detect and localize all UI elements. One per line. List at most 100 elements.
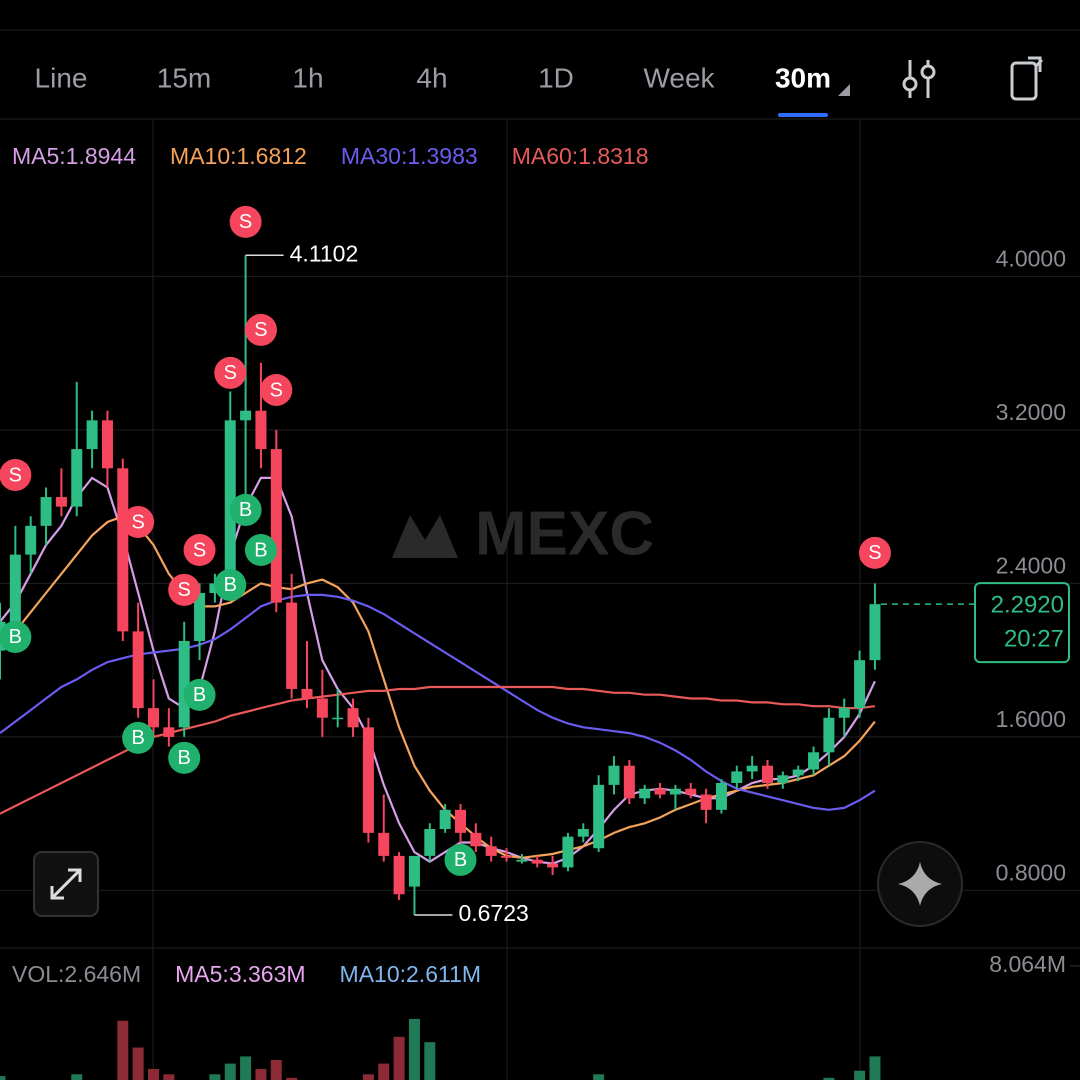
candle-body	[301, 688, 313, 699]
watermark-text: MEXC	[475, 499, 654, 568]
candle-body	[501, 855, 513, 858]
volume-bar	[255, 1068, 267, 1080]
trade-signal	[122, 506, 155, 539]
volume-legend: VOL:2.646M	[12, 961, 141, 987]
trade-signal-label: S	[868, 542, 881, 564]
trade-signal-label: S	[131, 511, 144, 533]
volume-bar	[163, 1074, 175, 1080]
volume-bar	[117, 1020, 129, 1080]
ma-line	[0, 593, 876, 811]
trade-signal-label: S	[9, 464, 22, 486]
candle-body	[823, 717, 835, 753]
last-price-box	[974, 582, 1070, 664]
trade-signal-label: B	[224, 574, 237, 596]
candle-body	[685, 788, 697, 795]
trade-signal-label: S	[254, 319, 267, 341]
candle-body	[71, 449, 83, 507]
timeframe-tab[interactable]: 1D	[538, 62, 574, 93]
trade-signal	[244, 313, 277, 346]
legend-entry: MA60:1.8318	[512, 143, 649, 169]
chart-area: 4.0000 3.2000 2.4000 1.6000 0.8000 MA5:1.8944…	[0, 143, 1080, 1080]
candle-body	[777, 775, 789, 783]
timeframe-tab[interactable]: Line	[35, 62, 88, 93]
legend-entry: MA10:1.6812	[170, 143, 307, 169]
trade-signal	[229, 493, 262, 526]
y-tick-label: 2.4000	[996, 552, 1066, 578]
volume-bar	[270, 1060, 282, 1080]
timeframe-tab[interactable]: 4h	[416, 62, 447, 93]
trade-signal-label: S	[193, 539, 206, 561]
volume-bar	[393, 1036, 405, 1080]
candle-body	[654, 788, 666, 795]
candle-body	[9, 554, 21, 622]
candle-body	[25, 525, 37, 555]
ai-button[interactable]	[877, 841, 963, 927]
volume-bar	[424, 1042, 436, 1080]
trade-signal-label: S	[239, 211, 252, 233]
volume-bar	[286, 1077, 298, 1080]
candle-body	[746, 765, 758, 772]
candle-body	[424, 829, 436, 856]
candle-body	[378, 832, 390, 856]
candle-body	[163, 727, 175, 737]
candle-body	[455, 809, 466, 833]
indicator-settings-icon[interactable]	[902, 60, 936, 98]
candle-body	[439, 809, 451, 830]
candle-body	[669, 788, 681, 795]
timeframe-tab[interactable]: 15m	[157, 62, 211, 93]
legend-entry: MA30:1.3983	[341, 143, 478, 169]
volume-bar	[209, 1074, 221, 1080]
trade-signal	[214, 356, 247, 389]
volume-legend: MA10:2.611M	[340, 961, 481, 987]
trade-signal	[229, 205, 262, 238]
timeframe-tab[interactable]: Week	[643, 62, 715, 93]
candle-body	[838, 708, 850, 718]
trade-signal	[183, 534, 216, 567]
last-price-label: 2.2920	[991, 591, 1064, 618]
candle-body	[547, 863, 559, 868]
volume-bar	[71, 1074, 83, 1080]
fullscreen-button[interactable]	[33, 851, 99, 917]
volume-legend: MA5:3.363M	[175, 961, 305, 987]
trade-signal-label: B	[454, 849, 467, 871]
timeframe-tab[interactable]: 1h	[292, 62, 323, 93]
dropdown-arrow[interactable]	[838, 84, 850, 96]
trade-signal-label: B	[9, 626, 22, 648]
trade-signal-label: B	[131, 727, 144, 749]
candle-body	[224, 420, 236, 584]
candle-body	[270, 449, 282, 603]
volume-bar	[408, 1018, 420, 1080]
volume-bar	[869, 1056, 881, 1080]
candle-body	[516, 859, 528, 862]
candle-body	[148, 708, 159, 728]
candle-body	[593, 784, 605, 849]
volume-bar	[148, 1068, 159, 1080]
candle-body	[577, 829, 589, 837]
trade-signal-label: B	[178, 747, 191, 769]
candle-body	[808, 752, 820, 770]
trade-signal	[858, 536, 891, 569]
trade-signal	[183, 678, 216, 711]
rotate-screen-icon[interactable]	[1010, 56, 1044, 101]
candle-body	[132, 631, 144, 709]
volume-bar	[823, 1077, 835, 1080]
volume-bar	[854, 1070, 866, 1080]
y-tick-label: 4.0000	[996, 245, 1066, 271]
candle-body	[485, 846, 497, 856]
trade-signal	[122, 721, 155, 754]
candle-body	[639, 788, 651, 799]
volume-bar	[0, 1076, 6, 1080]
candle-body	[531, 859, 543, 864]
trade-signal-label: S	[224, 362, 237, 384]
candle-body	[562, 836, 574, 868]
trade-signal	[0, 458, 32, 491]
extreme-label: 0.6723	[458, 900, 528, 926]
candle-body	[86, 420, 98, 450]
trade-signal	[444, 843, 477, 876]
volume-bar	[240, 1056, 252, 1080]
timeframe-tab[interactable]: 30m	[775, 62, 831, 93]
trade-signal-label: B	[193, 684, 206, 706]
y-tick-label: 0.8000	[996, 860, 1066, 886]
candle-body	[286, 602, 298, 689]
